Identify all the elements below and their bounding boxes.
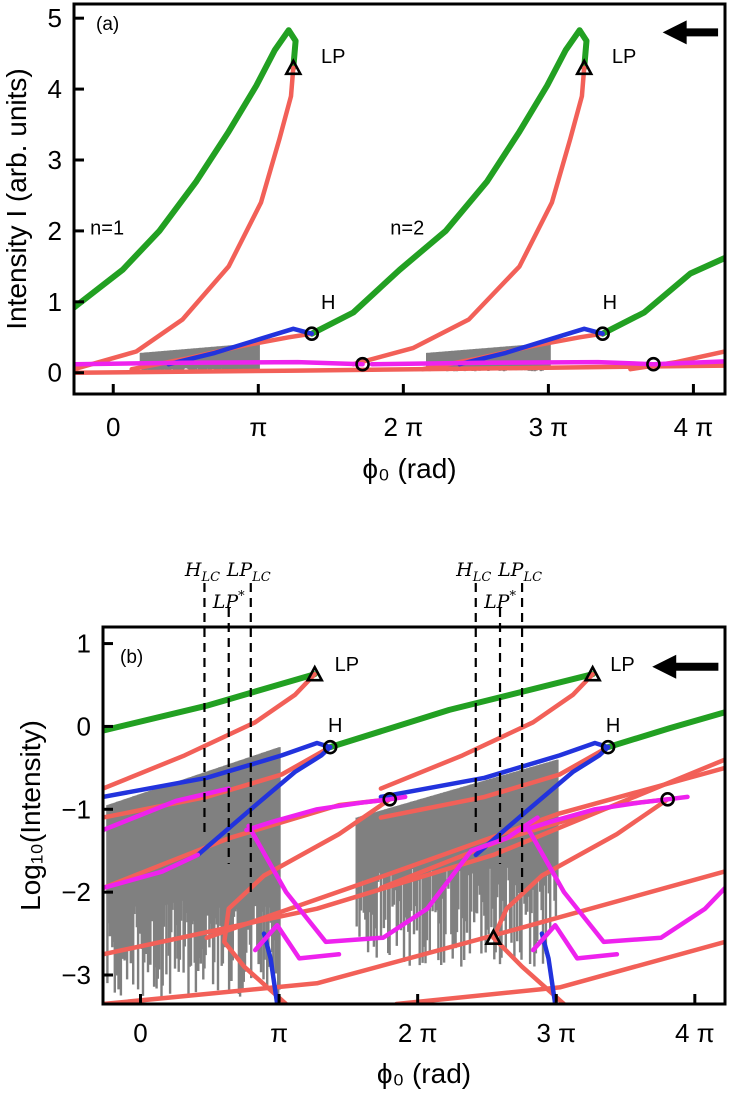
series-limit-cycle xyxy=(74,359,365,367)
arrow-head xyxy=(652,654,677,679)
series-stable-upper xyxy=(308,27,590,337)
vline-label: LP* xyxy=(483,589,516,613)
series-limit-cycle xyxy=(252,923,342,961)
series-hopf-branch xyxy=(378,740,611,800)
point-annotation: H xyxy=(603,292,617,314)
vline-label: LP* xyxy=(212,589,245,613)
y-tick-label: −2 xyxy=(61,877,91,907)
vline-label: LPLC xyxy=(226,559,271,585)
series-hopf-branch xyxy=(539,931,558,1004)
y-tick-label: −3 xyxy=(61,960,91,990)
x-tick-label: 0 xyxy=(133,1018,147,1048)
point-annotation: H xyxy=(321,292,335,314)
x-tick-label: 3 π xyxy=(536,1018,576,1048)
series-hopf-branch xyxy=(195,744,333,858)
axes-frame xyxy=(72,2,727,396)
x-tick-label: 2 π xyxy=(384,412,424,442)
x-axis-title: ϕ₀ (rad) xyxy=(362,453,456,484)
hopf-point-marker xyxy=(646,356,661,372)
point-annotation: H xyxy=(606,715,620,737)
x-tick-label: 4 π xyxy=(675,1018,715,1048)
arrow-head xyxy=(662,20,687,45)
series-stable-upper xyxy=(599,254,725,337)
point-annotation: LP xyxy=(335,654,359,676)
hopf-point-marker xyxy=(355,356,370,372)
y-axis-title: Log₁₀(Intensity) xyxy=(15,720,46,911)
x-tick-label: 4 π xyxy=(674,412,714,442)
hopf-point-marker xyxy=(322,739,338,755)
series-stable-upper xyxy=(605,709,725,751)
y-tick-label: 0 xyxy=(48,358,62,388)
x-tick-label: 2 π xyxy=(398,1018,438,1048)
series-unstable xyxy=(103,869,725,1004)
series-limit-cycle xyxy=(530,923,620,961)
axes-frame xyxy=(101,625,727,1006)
plot-area xyxy=(74,27,725,375)
y-tick-label: 4 xyxy=(48,74,62,104)
y-tick-label: 3 xyxy=(48,145,62,175)
hopf-point-marker xyxy=(304,326,320,342)
series-unstable xyxy=(204,765,725,940)
series-limit-cycle xyxy=(369,359,725,367)
series-unstable xyxy=(378,671,595,791)
series-stable-upper xyxy=(74,27,299,311)
limit-point-marker xyxy=(484,927,503,946)
series-hopf-branch xyxy=(473,744,611,858)
x-tick-label: π xyxy=(249,412,267,442)
point-annotation: n=1 xyxy=(90,217,124,239)
x-axis-title: ϕ₀ (rad) xyxy=(377,1058,471,1089)
point-annotation: LP xyxy=(612,46,636,68)
point-annotation: LP xyxy=(610,654,634,676)
panel-label: (a) xyxy=(96,14,119,35)
series-unstable xyxy=(491,797,670,1004)
hopf-point-marker xyxy=(660,792,675,807)
series-hopf-branch xyxy=(166,326,315,367)
series-unstable xyxy=(74,363,725,375)
x-tick-label: 0 xyxy=(106,412,120,442)
panel-a: 0 π 2 π 3 π 4 π 0 1 2 3 4 5 ϕ₀ (rad) Intensity I (ar… xyxy=(1,2,727,484)
y-tick-label: 1 xyxy=(77,629,91,659)
y-tick-label: 0 xyxy=(77,711,91,741)
vline-label: HLC xyxy=(184,559,220,585)
series-stable-upper xyxy=(327,671,596,751)
plot-area xyxy=(103,671,725,1004)
vline-label: LPLC xyxy=(497,559,542,585)
limit-point-marker xyxy=(284,58,303,76)
series-unstable xyxy=(103,671,317,791)
x-tick-label: π xyxy=(270,1018,288,1048)
series-hopf-branch xyxy=(103,740,333,800)
point-annotation: LP xyxy=(321,46,345,68)
y-tick-label: 5 xyxy=(48,3,62,33)
y-tick-label: −1 xyxy=(61,794,91,824)
series-unstable xyxy=(394,939,725,1004)
hopf-point-marker xyxy=(382,792,398,807)
point-annotation: n=2 xyxy=(390,217,424,239)
hopf-point-marker xyxy=(595,326,610,342)
series-limit-cycle xyxy=(103,786,231,833)
hopf-point-marker xyxy=(600,739,616,755)
series-stable-upper xyxy=(103,671,318,734)
y-axis-title: Intensity I (arb. units) xyxy=(1,68,32,329)
x-tick-label: 3 π xyxy=(529,412,569,442)
vline-label: HLC xyxy=(455,559,491,585)
series-limit-cycle xyxy=(522,794,690,833)
limit-point-marker xyxy=(575,58,594,76)
y-tick-label: 2 xyxy=(48,216,62,246)
series-limit-cycle xyxy=(103,852,201,891)
panel-label: (b) xyxy=(120,647,143,668)
series-limit-cycle xyxy=(524,823,725,945)
series-limit-cycle xyxy=(244,794,408,833)
y-tick-label: 1 xyxy=(48,287,62,317)
limit-point-marker xyxy=(583,664,602,682)
series-unstable xyxy=(351,65,587,367)
limit-point-marker xyxy=(305,664,324,682)
series-hopf-branch xyxy=(457,326,605,367)
series-unstable xyxy=(74,65,296,372)
point-annotation: H xyxy=(328,715,342,737)
series-hopf-branch xyxy=(261,931,280,1004)
series-unstable xyxy=(222,797,392,1004)
